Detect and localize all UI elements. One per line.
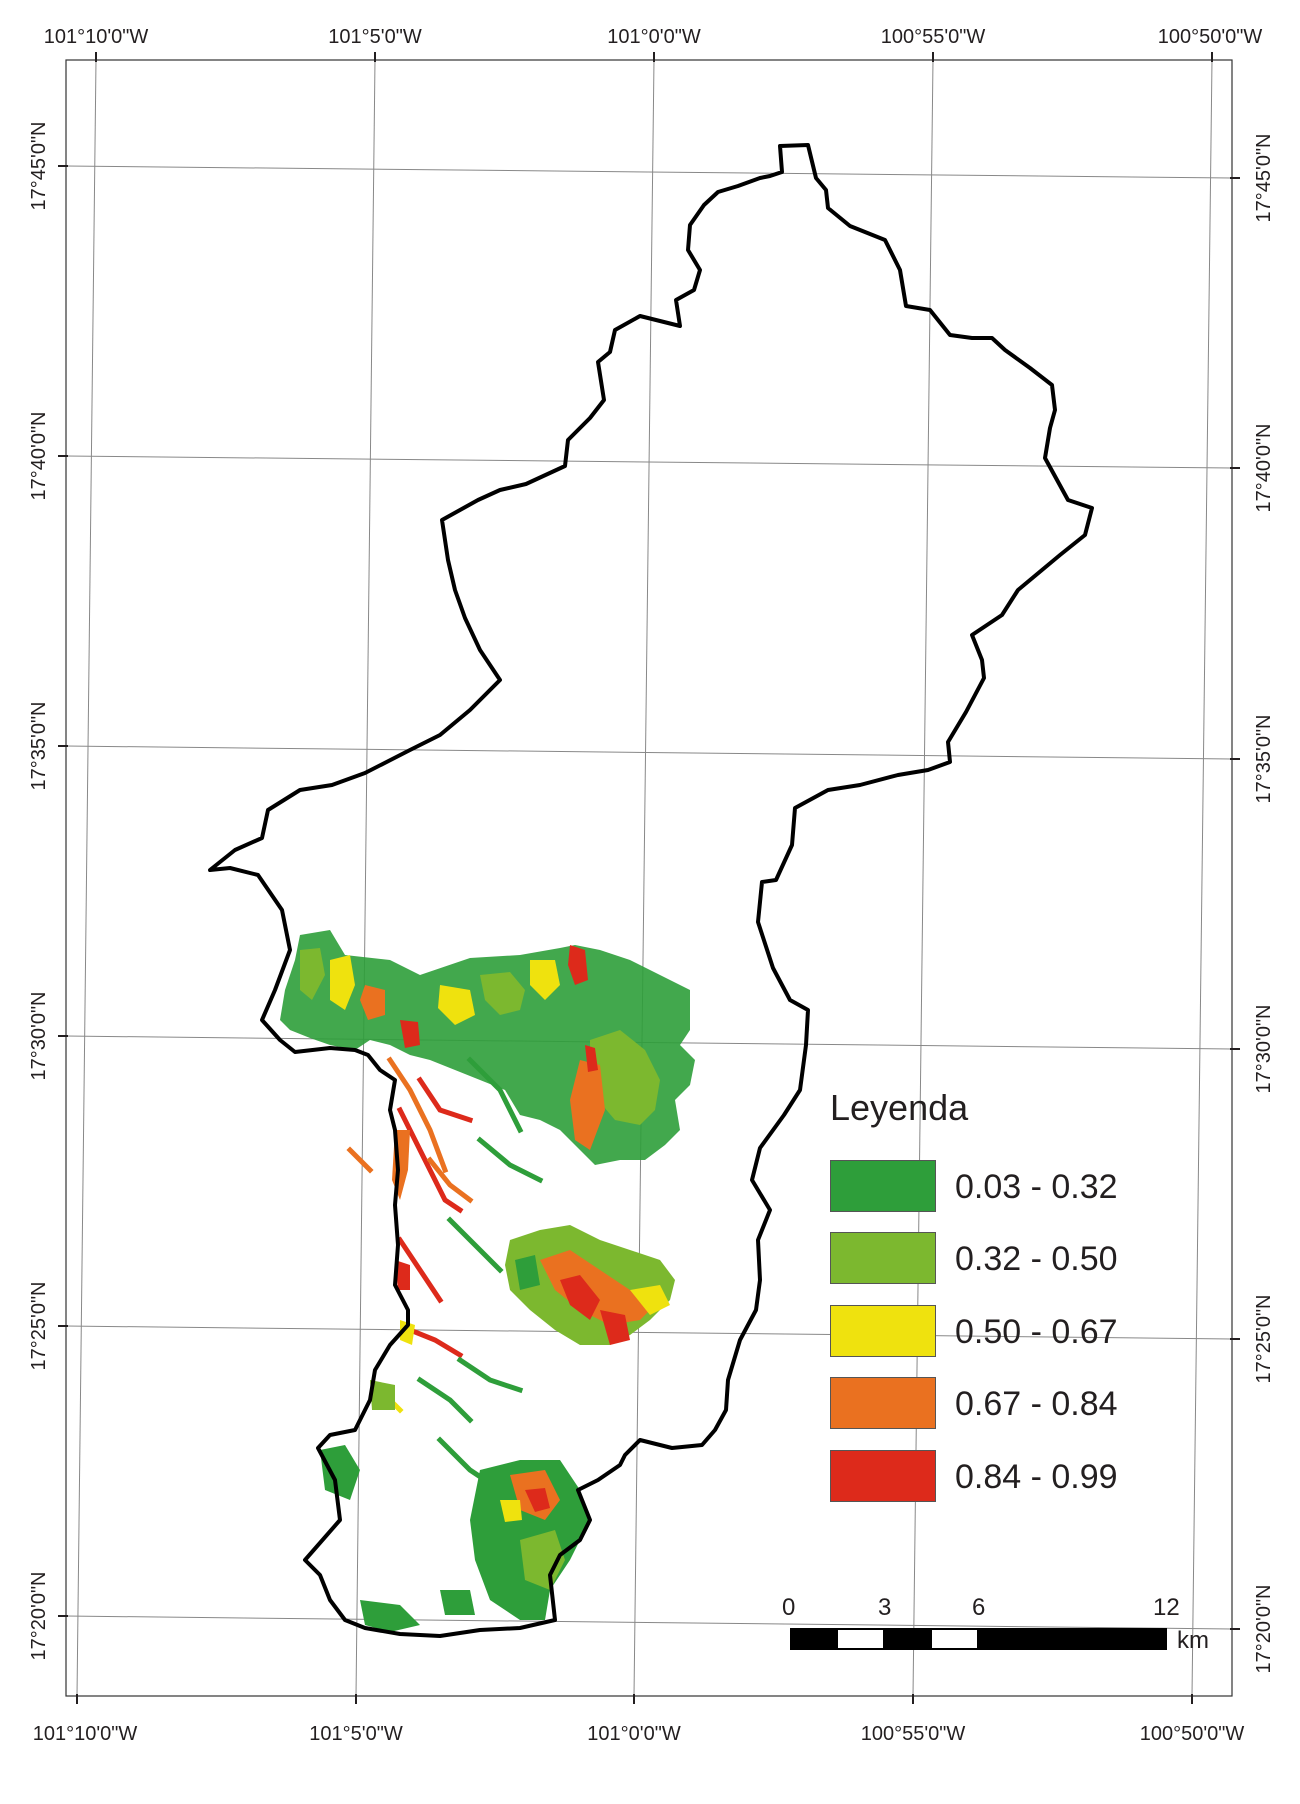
legend-item: 0.32 - 0.50 [830, 1232, 1230, 1286]
raster-patch-orange [360, 985, 385, 1020]
top-lon-label: 101°0'0"W [607, 26, 701, 48]
raster-patch-red [525, 1488, 550, 1512]
legend-swatch [830, 1305, 936, 1357]
raster-patch-yellow [500, 1500, 522, 1522]
raster-patch-yellow [400, 1320, 415, 1345]
raster-patch-lightgreen [300, 948, 325, 1000]
legend-label: 0.32 - 0.50 [955, 1240, 1118, 1278]
scale-tick-label: 3 [878, 1594, 892, 1621]
raster-patch-green [515, 1255, 540, 1290]
raster-patch-yellow [438, 985, 475, 1025]
raster-patch-red [600, 1310, 630, 1345]
raster-patch-yellow [630, 1285, 670, 1315]
scale-unit: km [1177, 1627, 1209, 1654]
raster-patch-green [370, 1380, 395, 1410]
raster-patch-yellow [330, 955, 355, 1010]
bottom-lon-label: 101°0'0"W [587, 1723, 681, 1745]
raster-patch-orange [540, 1250, 660, 1325]
tick-marks [58, 52, 1240, 1704]
top-lon-label: 100°50'0"W [1158, 26, 1263, 48]
legend-swatch [830, 1450, 936, 1502]
raster-patch-lightgreen [590, 1030, 660, 1125]
legend-item: 0.67 - 0.84 [830, 1377, 1230, 1431]
left-lat-label: 17°20'0"N [28, 1572, 50, 1661]
raster-patch-lightgreen [520, 1530, 565, 1590]
raster-patch-lightgreen [480, 972, 525, 1015]
bottom-lon-label: 101°5'0"W [309, 1723, 403, 1745]
parallel-line [65, 745, 1233, 760]
scale-tick-label: 12 [1153, 1594, 1180, 1621]
legend-item: 0.03 - 0.32 [830, 1160, 1230, 1214]
scale-segment [883, 1628, 932, 1650]
legend-swatch [830, 1377, 936, 1429]
legend-label: 0.67 - 0.84 [955, 1385, 1118, 1423]
bottom-lon-label: 100°50'0"W [1140, 1723, 1245, 1745]
susceptibility-raster [280, 930, 695, 1632]
left-lat-label: 17°40'0"N [28, 412, 50, 501]
scale-tick-label: 0 [782, 1594, 796, 1621]
scale-segment [790, 1628, 838, 1650]
meridian-line [76, 59, 97, 1697]
legend-label: 0.84 - 0.99 [955, 1458, 1118, 1496]
scale-bar [790, 1628, 1167, 1650]
meridian-line [355, 59, 376, 1697]
watershed-boundary [208, 143, 1094, 1638]
raster-patch-red [585, 1045, 598, 1072]
parallel-line [65, 1615, 1233, 1630]
left-lat-label: 17°45'0"N [28, 122, 50, 211]
right-lat-label: 17°40'0"N [1253, 424, 1275, 513]
raster-patch-yellow [530, 960, 560, 1000]
raster-patch-red [560, 1275, 600, 1320]
left-lat-label: 17°30'0"N [28, 992, 50, 1081]
parallel-line [65, 165, 1233, 179]
bottom-lon-label: 101°10'0"W [33, 1723, 138, 1745]
legend-label: 0.03 - 0.32 [955, 1168, 1118, 1206]
right-lat-label: 17°30'0"N [1253, 1005, 1275, 1094]
raster-patch-red [400, 1020, 420, 1048]
right-lat-label: 17°45'0"N [1253, 134, 1275, 223]
legend-swatch [830, 1160, 936, 1212]
legend-title: Leyenda [830, 1087, 969, 1128]
scale-segment [836, 1628, 885, 1650]
parallel-line [65, 455, 1233, 469]
scale-segment [977, 1628, 1167, 1650]
right-lat-label: 17°20'0"N [1253, 1585, 1275, 1674]
top-lon-label: 100°55'0"W [881, 26, 986, 48]
raster-patch-red [568, 945, 588, 985]
legend-label: 0.50 - 0.67 [955, 1313, 1118, 1351]
meridian-line [1191, 59, 1213, 1697]
top-lon-label: 101°5'0"W [328, 26, 422, 48]
top-lon-label: 101°10'0"W [44, 26, 149, 48]
raster-patch-green [440, 1590, 475, 1615]
bottom-lon-label: 100°55'0"W [861, 1723, 966, 1745]
left-lat-label: 17°25'0"N [28, 1282, 50, 1371]
right-lat-label: 17°25'0"N [1253, 1295, 1275, 1384]
left-lat-label: 17°35'0"N [28, 702, 50, 791]
parallel-line [65, 1325, 1233, 1340]
scale-segment [930, 1628, 979, 1650]
raster-patch-red [395, 1260, 410, 1290]
map-frame [65, 59, 1233, 1697]
raster-patch-orange [570, 1060, 605, 1150]
legend-item: 0.50 - 0.67 [830, 1305, 1230, 1359]
meridian-line [633, 59, 655, 1697]
scale-tick-label: 6 [972, 1594, 986, 1621]
legend-item: 0.84 - 0.99 [830, 1450, 1230, 1504]
raster-patch-green [360, 1600, 420, 1632]
legend-swatch [830, 1232, 936, 1284]
right-lat-label: 17°35'0"N [1253, 715, 1275, 804]
raster-patch-green [320, 1445, 360, 1500]
